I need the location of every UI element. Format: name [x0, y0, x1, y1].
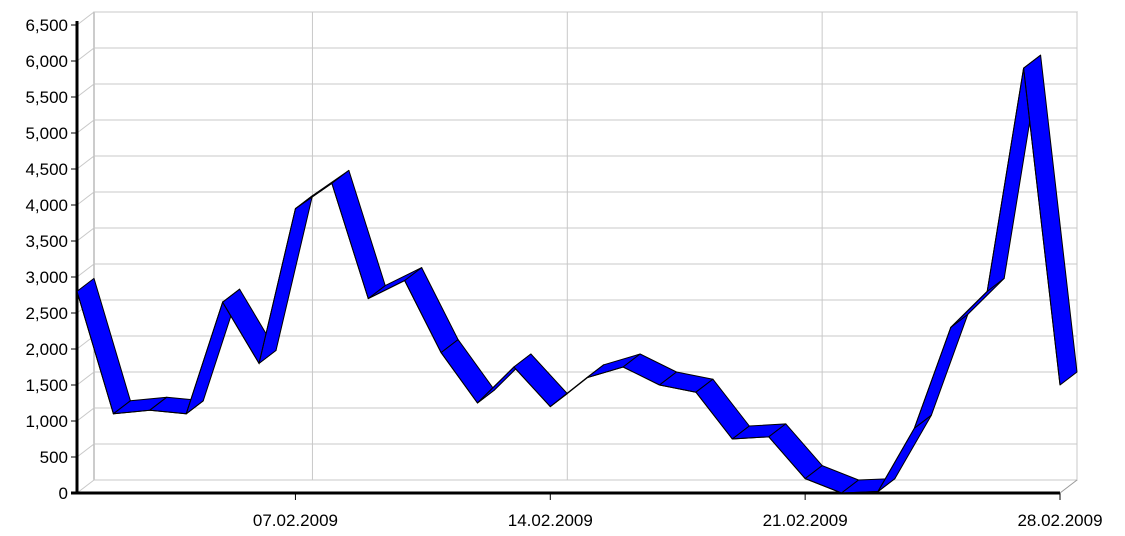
y-tick-label: 4,500: [25, 160, 68, 179]
y-tick-label: 1,500: [25, 376, 68, 395]
x-tick-label: 07.02.2009: [253, 511, 338, 530]
y-gridline-side: [76, 119, 95, 134]
plot-back-wall: [93, 11, 1078, 481]
y-tick-label: 0: [59, 484, 68, 503]
axes: [71, 21, 1078, 500]
series-line: [76, 68, 1061, 494]
y-tick-label: 5,000: [25, 124, 68, 143]
y-tick-label: 2,500: [25, 304, 68, 323]
series-ribbon: [76, 54, 1078, 494]
y-tick-label: 6,000: [25, 52, 68, 71]
y-gridline-side: [76, 479, 95, 494]
x-axis-tick-labels: 07.02.2009 14.02.2009 21.02.2009 28.02.2009: [253, 511, 1103, 530]
y-tick-label: 6,500: [25, 16, 68, 35]
y-gridline-side: [76, 191, 95, 206]
y-tick-label: 5,500: [25, 88, 68, 107]
y-tick-label: 3,000: [25, 268, 68, 287]
y-gridline-side: [76, 227, 95, 242]
y-gridline-side: [76, 371, 95, 386]
y-gridline-side: [76, 263, 95, 278]
x-tick-label: 28.02.2009: [1017, 511, 1102, 530]
y-gridline-side: [76, 155, 95, 170]
y-gridline-side: [76, 83, 95, 98]
y-axis-tick-labels: 0 500 1,000 1,500 2,000 2,500 3,000 3,500 4,000 4…: [25, 16, 68, 503]
y-tick-label: 3,500: [25, 232, 68, 251]
y-gridline-side: [76, 407, 95, 422]
y-tick-label: 4,000: [25, 196, 68, 215]
y-gridline-side: [76, 443, 95, 458]
floor-edge: [1059, 479, 1078, 494]
y-gridline-side: [76, 47, 95, 62]
x-tick-label: 21.02.2009: [763, 511, 848, 530]
y-tick-label: 500: [40, 448, 68, 467]
x-tick-label: 14.02.2009: [508, 511, 593, 530]
y-tick-label: 1,000: [25, 412, 68, 431]
y-gridline-side: [76, 11, 95, 26]
y-tick-label: 2,000: [25, 340, 68, 359]
